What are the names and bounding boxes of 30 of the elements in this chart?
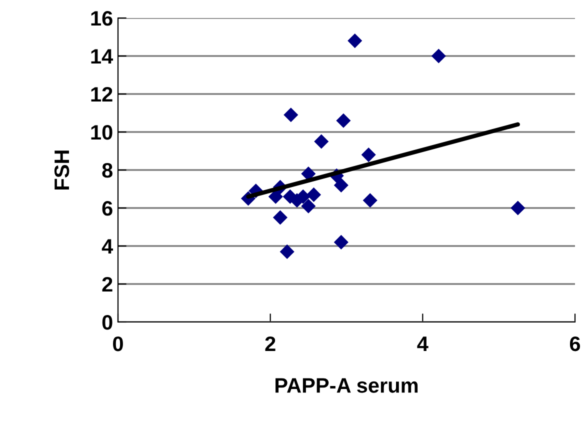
point <box>431 48 446 64</box>
y-axis-title: FSH <box>54 150 70 190</box>
y-tick-label: 16 <box>91 11 112 26</box>
point <box>272 210 288 225</box>
x-axis-title: PAPP-A serum <box>276 378 418 393</box>
point <box>280 244 294 259</box>
point <box>361 148 376 162</box>
point <box>306 187 322 202</box>
point <box>301 198 316 214</box>
x-tick-label: 2 <box>265 336 276 351</box>
point <box>336 113 351 128</box>
y-tick-label: 6 <box>102 201 112 216</box>
y-tick-label: 12 <box>91 87 112 102</box>
y-tick-label: 8 <box>102 163 112 178</box>
y-tick-label: 4 <box>102 239 114 254</box>
point <box>268 189 283 204</box>
y-tick-label: 2 <box>102 277 112 292</box>
point <box>314 134 329 149</box>
x-tick-label: 0 <box>113 336 123 352</box>
y-tick-label: 14 <box>91 49 114 64</box>
x-tick-label: 4 <box>417 336 428 351</box>
y-tick-label: 0 <box>102 315 112 330</box>
point <box>362 193 378 208</box>
point <box>284 108 298 122</box>
point <box>510 200 526 216</box>
point <box>334 178 348 192</box>
point <box>334 234 348 250</box>
point <box>348 34 362 48</box>
x-tick-label: 6 <box>570 336 580 352</box>
y-tick-label: 10 <box>91 125 112 140</box>
